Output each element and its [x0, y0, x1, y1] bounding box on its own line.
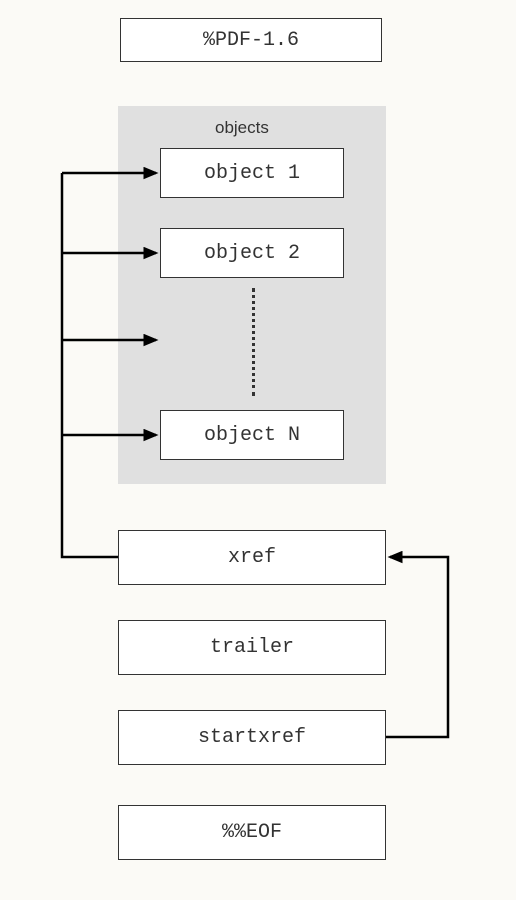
xref-box: xref	[118, 530, 386, 585]
object-box-n: object N	[160, 410, 344, 460]
object-box-2-label: object 2	[204, 242, 300, 265]
startxref-label: startxref	[198, 726, 306, 749]
header-label: %PDF-1.6	[203, 29, 299, 52]
header-box: %PDF-1.6	[120, 18, 382, 62]
object-box-2: object 2	[160, 228, 344, 278]
object-box-1-label: object 1	[204, 162, 300, 185]
objects-container-label: objects	[215, 118, 269, 138]
eof-box: %%EOF	[118, 805, 386, 860]
xref-label: xref	[228, 546, 276, 569]
ellipsis-dots	[252, 288, 255, 396]
trailer-label: trailer	[210, 636, 294, 659]
trailer-box: trailer	[118, 620, 386, 675]
object-box-1: object 1	[160, 148, 344, 198]
object-box-n-label: object N	[204, 424, 300, 447]
startxref-box: startxref	[118, 710, 386, 765]
eof-label: %%EOF	[222, 821, 282, 844]
